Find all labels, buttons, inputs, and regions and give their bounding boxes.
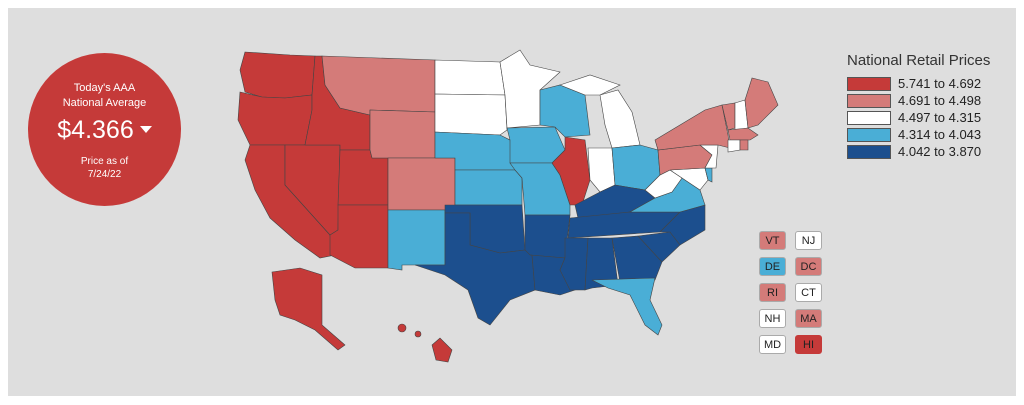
state-nd[interactable] (434, 59, 506, 96)
price-date-value: 7/24/22 (87, 169, 122, 180)
state-chip-nh[interactable]: NH (759, 309, 786, 328)
state-ct[interactable] (727, 139, 741, 153)
state-in[interactable] (587, 147, 616, 193)
legend-range: 4.042 to 3.870 (898, 144, 982, 159)
state-chip-ct[interactable]: CT (795, 283, 822, 302)
state-chip-de[interactable]: DE (759, 257, 786, 276)
state-mi[interactable] (599, 89, 641, 149)
state-ia[interactable] (506, 126, 566, 164)
average-title-line1: Today's AAA (73, 82, 136, 94)
legend-item: 4.691 to 4.498 (847, 92, 1017, 109)
state-mi-up[interactable] (559, 74, 621, 96)
state-hi[interactable] (431, 337, 453, 363)
legend-swatch (847, 110, 891, 125)
state-hi-islands-2 (414, 330, 422, 338)
legend-swatch (847, 144, 891, 159)
state-chip-vt[interactable]: VT (759, 231, 786, 250)
legend-item: 4.314 to 4.043 (847, 126, 1017, 143)
price-date-label: Price as of (80, 156, 129, 167)
legend-range: 4.691 to 4.498 (898, 93, 982, 108)
legend: National Retail Prices 5.741 to 4.692 4.6… (847, 52, 1017, 160)
state-wy[interactable] (369, 109, 436, 159)
state-ri[interactable] (739, 139, 749, 151)
average-title-line2: National Average (62, 97, 147, 109)
state-chip-nj[interactable]: NJ (795, 231, 822, 250)
state-ar[interactable] (524, 214, 571, 259)
legend-range: 5.741 to 4.692 (898, 76, 982, 91)
state-nm[interactable] (387, 209, 446, 271)
state-tx[interactable] (414, 212, 536, 326)
legend-range: 4.314 to 4.043 (898, 127, 982, 142)
legend-range: 4.497 to 4.315 (898, 110, 982, 125)
legend-swatch (847, 93, 891, 108)
state-co[interactable] (387, 157, 456, 211)
caret-down-icon (139, 125, 152, 133)
state-chip-md[interactable]: MD (759, 335, 786, 354)
state-chip-dc[interactable]: DC (795, 257, 822, 276)
legend-swatch (847, 127, 891, 142)
state-ma[interactable] (727, 127, 759, 141)
state-il[interactable] (551, 136, 591, 206)
state-fl[interactable] (591, 277, 663, 336)
state-chip-ma[interactable]: MA (795, 309, 822, 328)
state-chip-ri[interactable]: RI (759, 283, 786, 302)
state-hi-islands (397, 323, 407, 333)
state-me[interactable] (744, 77, 779, 129)
legend-title: National Retail Prices (847, 52, 991, 69)
state-mt[interactable] (321, 55, 436, 116)
state-chip-hi[interactable]: HI (795, 335, 822, 354)
price-date: Price as of 7/24/22 (28, 155, 181, 181)
state-sd[interactable] (434, 93, 508, 136)
legend-item: 4.042 to 3.870 (847, 143, 1017, 160)
state-ks[interactable] (454, 169, 523, 206)
legend-item: 4.497 to 4.315 (847, 109, 1017, 126)
state-ga[interactable] (611, 235, 663, 283)
state-wa[interactable] (239, 51, 316, 99)
state-ny[interactable] (654, 104, 731, 151)
national-average-value: $4.366 (28, 115, 181, 145)
state-az[interactable] (329, 204, 389, 269)
state-or[interactable] (237, 91, 313, 146)
national-average-badge[interactable]: Today's AAA National Average $4.366 Pric… (28, 53, 181, 206)
legend-swatch (847, 76, 891, 91)
national-average-title: Today's AAA National Average (28, 81, 181, 111)
average-price: $4.366 (57, 116, 134, 144)
state-ak[interactable] (271, 267, 346, 351)
legend-item: 5.741 to 4.692 (847, 75, 1017, 92)
